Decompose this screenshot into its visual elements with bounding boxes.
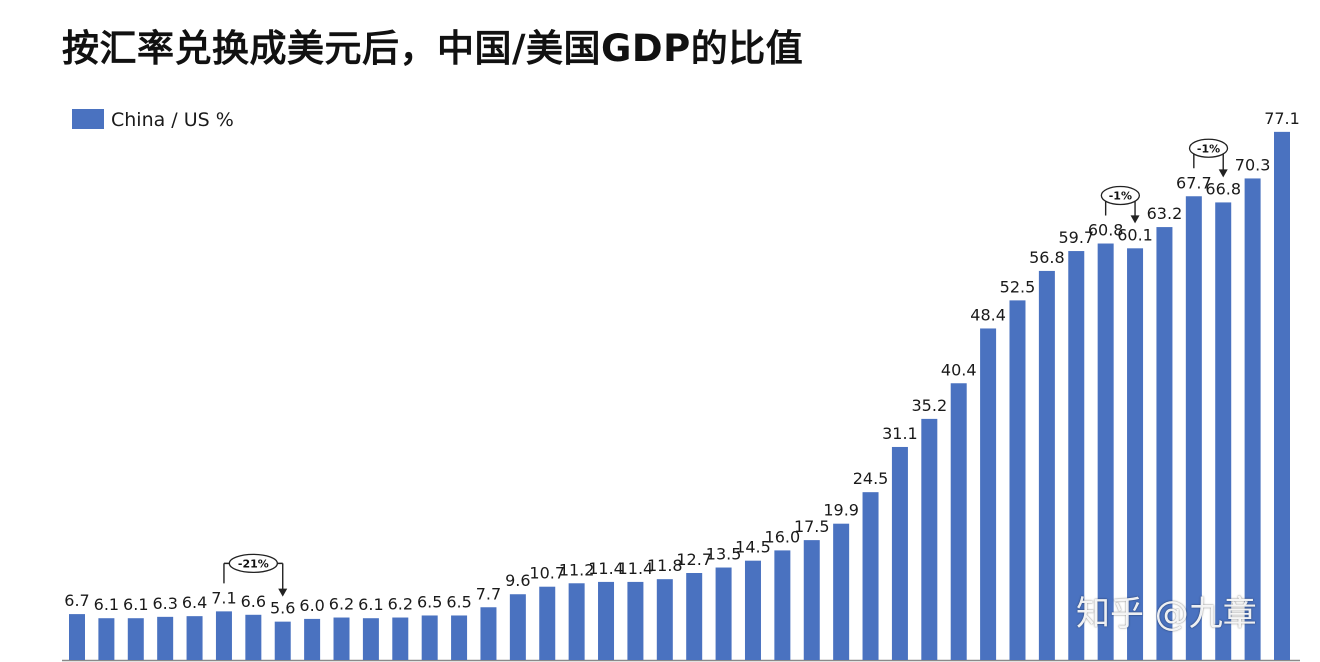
bar <box>980 328 997 660</box>
data-label: 11.4 <box>588 559 624 578</box>
bar <box>362 618 379 660</box>
data-label: 31.1 <box>882 424 918 443</box>
annotation-label: -1% <box>1197 142 1220 155</box>
bar <box>1127 248 1144 660</box>
bar <box>392 617 409 660</box>
legend-label: China / US % <box>111 109 234 131</box>
data-label: 14.5 <box>735 538 771 557</box>
bar <box>98 618 115 660</box>
data-label: 48.4 <box>970 305 1006 324</box>
data-label: 59.7 <box>1058 228 1094 247</box>
data-label: 6.7 <box>64 591 89 610</box>
bar <box>862 492 879 660</box>
bar <box>274 621 291 660</box>
bar <box>627 581 644 660</box>
legend-swatch <box>72 109 104 129</box>
bar <box>539 586 556 660</box>
bar <box>715 567 732 660</box>
annotation-arrow <box>1218 169 1228 178</box>
bar <box>245 614 262 660</box>
data-label: 60.8 <box>1088 221 1124 240</box>
bar <box>891 446 908 660</box>
bar <box>1156 227 1173 660</box>
annotation-label: -1% <box>1109 190 1132 203</box>
data-label: 16.0 <box>765 527 801 546</box>
data-label: 7.1 <box>211 588 236 607</box>
data-label: 5.6 <box>270 599 295 618</box>
data-label: 7.7 <box>476 584 501 603</box>
bar <box>774 550 791 660</box>
bar <box>509 594 526 660</box>
data-label: 6.2 <box>388 595 413 614</box>
data-label: 11.4 <box>618 559 654 578</box>
data-label: 77.1 <box>1264 109 1300 128</box>
bar <box>1244 178 1261 660</box>
data-label: 6.5 <box>417 592 442 611</box>
page-title: 按汇率兑换成美元后，中国/美国GDP的比值 <box>62 27 804 70</box>
data-label: 13.5 <box>706 545 742 564</box>
data-label: 6.5 <box>446 592 471 611</box>
watermark: 知乎 @九章 <box>1076 594 1257 634</box>
bar <box>803 540 820 660</box>
data-label: 9.6 <box>505 571 530 590</box>
bar <box>215 611 232 660</box>
data-label: 60.1 <box>1117 225 1153 244</box>
annotation-arrow <box>278 588 288 597</box>
bar <box>1097 243 1114 660</box>
bar <box>69 614 85 660</box>
data-label: 56.8 <box>1029 248 1065 267</box>
data-label: 6.1 <box>358 595 383 614</box>
data-label: 6.4 <box>182 593 207 612</box>
bar <box>157 616 174 660</box>
bar <box>451 615 468 660</box>
data-label: 11.8 <box>647 556 683 575</box>
bar <box>304 618 321 660</box>
annotation-badge <box>1100 185 1141 206</box>
data-label: 6.2 <box>329 595 354 614</box>
annotation-label: -21% <box>238 557 269 570</box>
data-label: 17.5 <box>794 517 830 536</box>
bar <box>1215 202 1232 661</box>
annotation-badge <box>228 553 278 574</box>
bar <box>1038 270 1055 660</box>
bar <box>127 618 144 660</box>
bar <box>480 607 497 660</box>
data-label: 6.1 <box>94 595 119 614</box>
data-label: 67.7 <box>1176 173 1212 192</box>
data-label: 11.2 <box>559 560 595 579</box>
bar <box>568 583 585 660</box>
data-label: 66.8 <box>1205 179 1241 198</box>
bar <box>186 616 203 660</box>
data-label: 19.9 <box>823 501 859 520</box>
data-label: 40.4 <box>941 360 977 379</box>
data-label: 10.7 <box>529 564 565 583</box>
bar <box>656 579 673 660</box>
bar <box>950 383 967 660</box>
annotation-badge <box>1188 138 1229 158</box>
data-label: 6.0 <box>299 596 324 615</box>
data-label: 12.7 <box>676 550 712 569</box>
bar <box>1068 251 1085 660</box>
bar <box>598 581 615 660</box>
data-label: 6.6 <box>241 592 266 611</box>
bar <box>1185 196 1202 660</box>
bar <box>744 560 761 660</box>
bar <box>421 615 438 660</box>
data-label: 70.3 <box>1235 155 1271 174</box>
data-label: 52.5 <box>1000 277 1036 296</box>
data-label: 6.3 <box>152 594 177 613</box>
bar <box>333 617 350 660</box>
bar <box>1009 300 1026 660</box>
data-label: 24.5 <box>853 469 889 488</box>
bar <box>833 523 850 660</box>
data-label: 35.2 <box>912 396 948 415</box>
bar <box>1274 131 1290 661</box>
data-label: 63.2 <box>1147 204 1183 223</box>
bar <box>686 573 703 660</box>
bar <box>921 418 938 660</box>
data-label: 6.1 <box>123 595 148 614</box>
annotation-arrow <box>1130 215 1140 224</box>
